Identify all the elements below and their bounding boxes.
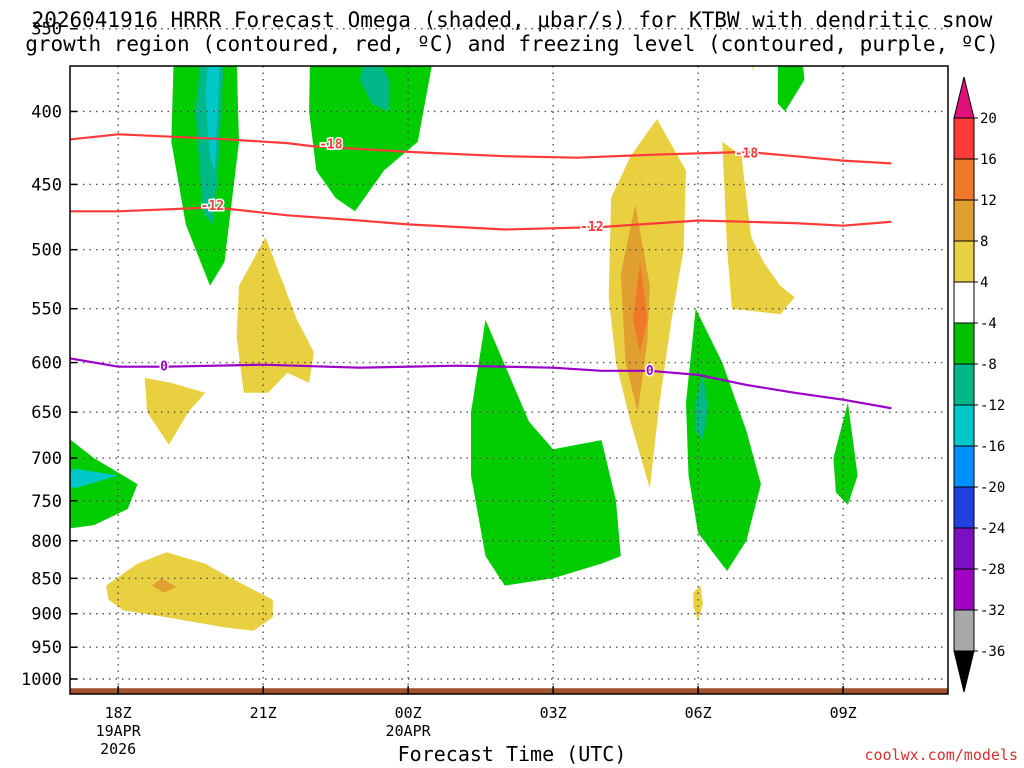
- chart-title: 2026041916 HRRR Forecast Omega (shaded, …: [0, 8, 1024, 56]
- colorbar-swatch-12: [953, 609, 975, 652]
- y-tick-label-650: 650: [31, 403, 62, 423]
- grid-lines: [70, 28, 948, 694]
- colorbar-swatch-1: [953, 158, 975, 201]
- omega-region-yellow-5: [144, 377, 206, 445]
- omega-region-green-3: [309, 66, 432, 212]
- colorbar-label-7: -12: [980, 398, 1005, 414]
- colorbar-swatch-5: [953, 322, 975, 365]
- omega-region-yellow-6: [106, 552, 273, 631]
- contour-label-0: -18: [319, 138, 343, 153]
- contour-line--12-1: [70, 206, 892, 231]
- colorbar-label-13: -36: [980, 644, 1005, 660]
- contour-label-5: 0: [646, 364, 654, 379]
- colorbar-label-2: 12: [980, 193, 997, 209]
- contour-line--18-0: [70, 133, 892, 165]
- colorbar-swatch-11: [953, 568, 975, 611]
- x-tick-date-00Z: 20APR: [386, 722, 432, 740]
- omega-region-yellow-7: [693, 585, 703, 621]
- colorbar-bottom-arrow: [953, 650, 975, 693]
- contour-line-0-2: [70, 357, 892, 410]
- y-tick-label-400: 400: [31, 102, 62, 122]
- x-tick-date-18Z: 19APR: [96, 722, 142, 740]
- colorbar-swatch-9: [953, 486, 975, 529]
- ground-band: [70, 688, 948, 694]
- plot-frame: [69, 65, 949, 695]
- omega-region-teal-6: [695, 372, 708, 441]
- omega-region-green-5: [471, 319, 621, 586]
- watermark-link[interactable]: coolwx.com/models: [864, 746, 1018, 764]
- omega-region-green-6: [686, 308, 761, 571]
- contour-label-2: -12: [580, 220, 603, 235]
- x-tick-label-18Z: 18Z: [105, 704, 132, 722]
- y-tick-label-850: 850: [31, 569, 62, 589]
- omega-region-yellow-1: [751, 66, 754, 72]
- y-tick-label-500: 500: [31, 241, 62, 261]
- y-tick-label-750: 750: [31, 492, 62, 512]
- omega-region-cyan-4: [70, 468, 119, 489]
- y-tick-label-950: 950: [31, 638, 62, 658]
- temperature-contours: -18 -12 -12 -18 0 0: [70, 133, 892, 410]
- omega-region-green-8: [833, 402, 858, 505]
- colorbar-label-10: -24: [980, 521, 1005, 537]
- omega-region-cyan-2: [205, 66, 220, 171]
- colorbar-swatch-7: [953, 404, 975, 447]
- contour-label-3: -18: [735, 146, 759, 161]
- colorbar-swatch-10: [953, 527, 975, 570]
- omega-region-orange-6: [152, 578, 177, 593]
- omega-region-green-7: [777, 66, 805, 112]
- y-axis: 2503003504004505005506006507007508008509…: [21, 20, 77, 690]
- colorbar-label-11: -28: [980, 562, 1005, 578]
- x-tick-label-06Z: 06Z: [685, 704, 712, 722]
- contour-label-4: 0: [160, 360, 168, 375]
- omega-shaded-regions: [51, 0, 858, 631]
- ground-level-band: [70, 688, 948, 694]
- x-tick-label-00Z: 00Z: [395, 704, 422, 722]
- y-tick-label-350: 350: [31, 20, 62, 40]
- title-line-2: growth region (contoured, red, ºC) and f…: [25, 32, 999, 56]
- colorbar-label-1: 16: [980, 152, 997, 168]
- colorbar-swatch-0: [953, 117, 975, 160]
- colorbar-label-4: 4: [980, 275, 988, 291]
- colorbar-swatch-8: [953, 445, 975, 488]
- omega-region-darkorange-3: [632, 261, 648, 353]
- x-tick-label-21Z: 21Z: [250, 704, 277, 722]
- omega-region-teal-3: [359, 66, 389, 112]
- colorbar-swatch-6: [953, 363, 975, 406]
- title-line-1: 2026041916 HRRR Forecast Omega (shaded, …: [31, 8, 993, 32]
- colorbar-label-8: -16: [980, 439, 1005, 455]
- omega-region-green-1: [51, 0, 95, 11]
- omega-region-green-4: [70, 439, 138, 529]
- y-tick-label-450: 450: [31, 175, 62, 195]
- x-axis-label: Forecast Time (UTC): [397, 742, 627, 766]
- y-tick-label-900: 900: [31, 605, 62, 625]
- omega-region-yellow-2: [236, 237, 314, 393]
- colorbar-top-arrow: [953, 76, 975, 119]
- y-tick-label-1000: 1000: [21, 670, 62, 690]
- x-tick-year-18Z: 2026: [100, 740, 136, 758]
- contour-label-1: -12: [201, 199, 224, 214]
- colorbar-label-9: -20: [980, 480, 1005, 496]
- y-tick-label-600: 600: [31, 354, 62, 374]
- x-tick-label-09Z: 09Z: [830, 704, 857, 722]
- y-tick-label-550: 550: [31, 300, 62, 320]
- y-tick-label-700: 700: [31, 449, 62, 469]
- colorbar-label-6: -8: [980, 357, 997, 373]
- colorbar-swatch-4: [953, 281, 975, 324]
- colorbar-label-0: 20: [980, 111, 997, 127]
- colorbar: 20 16 12 8 4 -4 -8 -12 -16 -20 -24 -28 -32 -36: [953, 76, 1005, 693]
- colorbar-label-12: -32: [980, 603, 1005, 619]
- y-tick-label-800: 800: [31, 532, 62, 552]
- colorbar-swatch-3: [953, 240, 975, 283]
- colorbar-label-5: -4: [980, 316, 997, 332]
- x-tick-label-03Z: 03Z: [540, 704, 567, 722]
- colorbar-swatch-2: [953, 199, 975, 242]
- colorbar-label-3: 8: [980, 234, 988, 250]
